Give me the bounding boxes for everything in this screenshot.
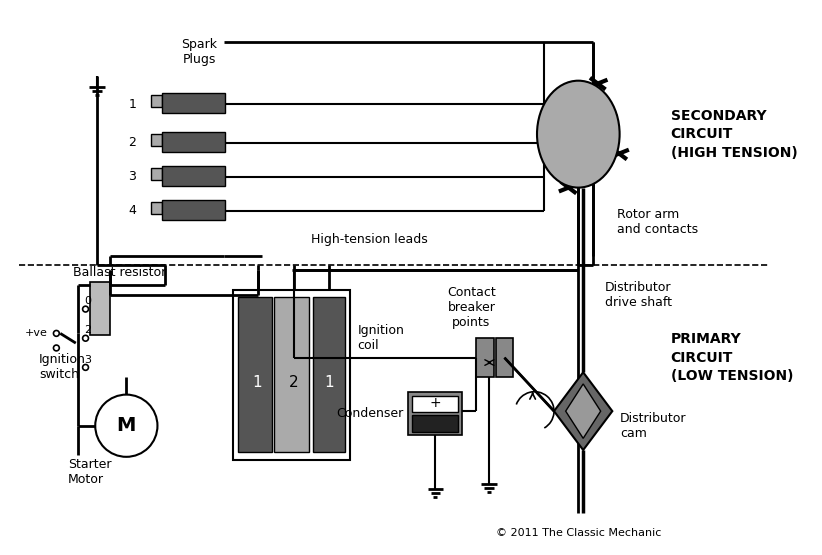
Text: 3: 3 bbox=[84, 355, 91, 365]
Bar bbox=[274, 297, 309, 452]
Bar bbox=[313, 297, 345, 452]
Text: Ignition
switch: Ignition switch bbox=[39, 353, 85, 381]
Text: Starter
Motor: Starter Motor bbox=[68, 458, 112, 486]
Text: Ignition
coil: Ignition coil bbox=[358, 324, 404, 352]
Text: 1: 1 bbox=[252, 375, 262, 390]
Text: Distributor
drive shaft: Distributor drive shaft bbox=[604, 280, 672, 309]
Bar bbox=[162, 93, 225, 113]
Bar bbox=[150, 168, 162, 180]
Bar bbox=[150, 202, 162, 214]
Polygon shape bbox=[566, 384, 601, 438]
Text: Spark
Plugs: Spark Plugs bbox=[181, 38, 217, 66]
Bar bbox=[409, 392, 462, 436]
Bar bbox=[90, 282, 110, 335]
Bar bbox=[233, 290, 350, 460]
Bar bbox=[496, 338, 513, 377]
Text: Contact
breaker
points: Contact breaker points bbox=[447, 285, 496, 329]
Bar bbox=[150, 95, 162, 107]
Bar bbox=[412, 396, 458, 412]
Text: M: M bbox=[117, 416, 136, 435]
Bar bbox=[412, 415, 458, 432]
Text: Ballast resistor: Ballast resistor bbox=[73, 266, 166, 279]
Text: 0: 0 bbox=[84, 296, 91, 306]
Text: 2: 2 bbox=[84, 325, 91, 335]
Text: Condenser: Condenser bbox=[336, 407, 404, 420]
Text: SECONDARY
CIRCUIT
(HIGH TENSION): SECONDARY CIRCUIT (HIGH TENSION) bbox=[671, 109, 797, 159]
Text: 3: 3 bbox=[128, 170, 136, 183]
Text: 2: 2 bbox=[128, 137, 136, 149]
Circle shape bbox=[95, 395, 158, 457]
Bar bbox=[238, 297, 272, 452]
Text: +ve: +ve bbox=[25, 329, 47, 339]
Ellipse shape bbox=[537, 80, 620, 188]
Bar bbox=[162, 166, 225, 186]
Text: PRIMARY
CIRCUIT
(LOW TENSION): PRIMARY CIRCUIT (LOW TENSION) bbox=[671, 332, 793, 383]
Text: 4: 4 bbox=[128, 204, 136, 218]
Text: Distributor
cam: Distributor cam bbox=[620, 412, 686, 440]
Bar bbox=[162, 132, 225, 152]
Text: High-tension leads: High-tension leads bbox=[311, 233, 427, 246]
Text: © 2011 The Classic Mechanic: © 2011 The Classic Mechanic bbox=[496, 528, 661, 538]
Polygon shape bbox=[554, 372, 612, 450]
Bar bbox=[476, 338, 494, 377]
Text: 2: 2 bbox=[289, 375, 298, 390]
Text: +: + bbox=[430, 396, 441, 410]
Text: 1: 1 bbox=[128, 98, 136, 110]
Text: 1: 1 bbox=[325, 375, 335, 390]
Bar bbox=[162, 200, 225, 220]
Bar bbox=[150, 134, 162, 146]
Text: Rotor arm
and contacts: Rotor arm and contacts bbox=[617, 208, 699, 236]
